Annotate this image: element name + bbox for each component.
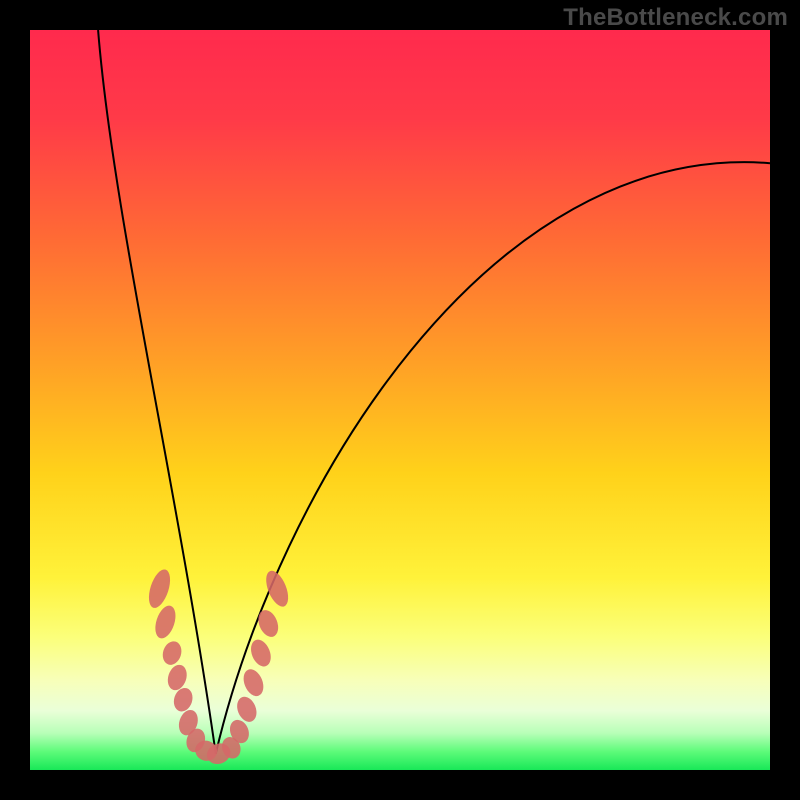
chart-svg <box>0 0 800 800</box>
gradient-panel <box>30 30 770 770</box>
watermark-text: TheBottleneck.com <box>563 4 788 32</box>
chart-root: TheBottleneck.com <box>0 0 800 800</box>
